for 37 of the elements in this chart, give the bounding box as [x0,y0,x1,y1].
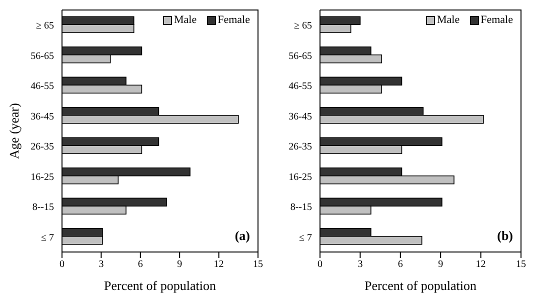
y-tick-label: 26-35 [30,142,54,153]
annotation: (a) [234,228,250,244]
y-tick-label: 36-45 [30,111,54,122]
y-tick-label: 56-65 [288,50,312,62]
x-tick-label: 0 [60,259,64,270]
legend-label: Male [437,14,460,26]
y-tick-label: 46-55 [30,81,54,92]
x-tick-label: 9 [438,259,444,270]
x-tick-label: 6 [138,259,143,270]
x-tick-label: 12 [476,259,486,270]
legend-label: Female [218,14,250,26]
y-tick-label: ≥ 65 [294,20,312,32]
y-tick-label: ≤ 7 [299,232,312,244]
x-tick-label: 3 [98,259,104,270]
y-tick-label: 26-35 [288,142,312,153]
y-tick-label: 8--15 [290,202,312,214]
y-tick-label: ≥ 65 [36,20,54,32]
y-tick-label: ≤ 7 [41,232,54,244]
y-tick-label: 56-65 [30,50,54,62]
y-axis-title: Age (year) [6,103,22,159]
x-tick-label: 6 [398,259,403,270]
x-tick-label: 9 [177,259,182,270]
y-tick-label: 16-25 [30,172,54,183]
y-tick-label: 16-25 [288,172,312,183]
x-tick-label: 12 [214,259,224,270]
y-tick-label: 36-45 [288,111,312,122]
x-axis-title: Percent of population [364,278,477,293]
annotation: (b) [497,228,513,244]
legend-label: Male [174,14,197,26]
x-tick-label: 3 [358,259,363,270]
x-tick-label: 15 [253,259,263,270]
x-tick-label: 15 [516,259,526,270]
x-tick-label: 0 [318,259,322,270]
legend-label: Female [480,14,513,26]
y-tick-label: 8--15 [32,202,54,214]
x-axis-title: Percent of population [104,278,216,293]
y-tick-label: 46-55 [288,81,312,92]
